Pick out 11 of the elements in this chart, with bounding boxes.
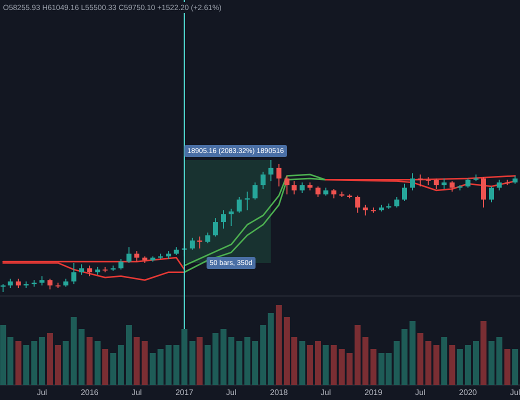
x-tick-label: Jul: [510, 388, 520, 397]
x-tick-label: 2020: [459, 388, 478, 397]
x-tick-label: Jul: [320, 388, 332, 397]
x-tick-label: 2018: [270, 388, 288, 397]
x-tick-label: 2016: [80, 388, 100, 397]
x-tick-label: Jul: [36, 388, 48, 397]
x-tick-label: Jul: [226, 388, 237, 397]
x-tick-label: Jul: [415, 388, 426, 397]
x-tick-label: Jul: [132, 388, 142, 397]
x-tick-label: 2019: [364, 388, 383, 397]
x-tick-label: 2017: [175, 388, 194, 397]
